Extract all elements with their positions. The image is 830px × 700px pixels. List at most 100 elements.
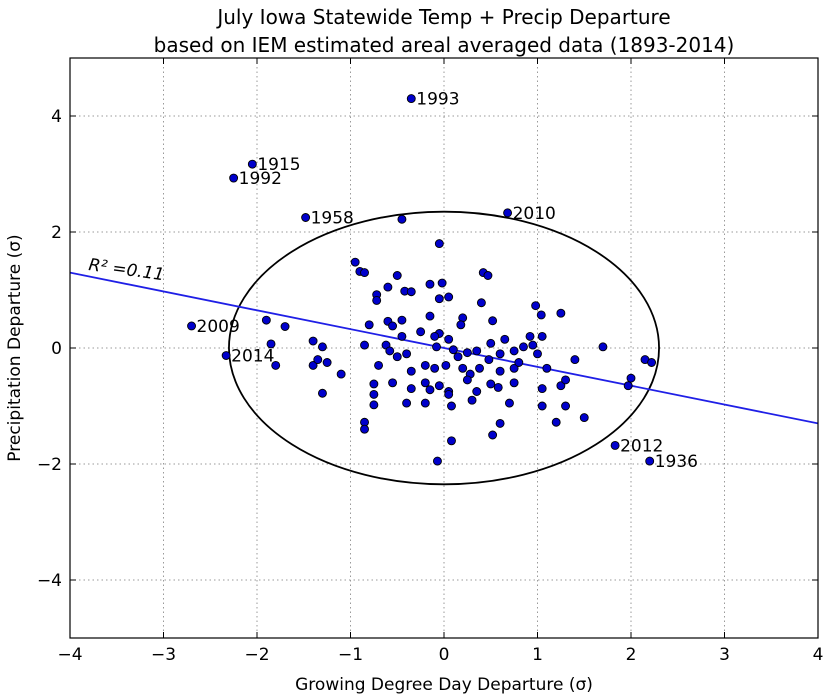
data-point	[392, 271, 402, 280]
data-point-labeled	[187, 321, 197, 331]
point-label: 2012	[620, 436, 663, 456]
data-point	[456, 320, 466, 330]
data-point	[416, 327, 426, 337]
point-label: 2014	[231, 347, 274, 367]
data-point	[432, 342, 441, 352]
data-point-labeled	[406, 94, 416, 104]
chart-title-line-2: based on IEM estimated areal averaged da…	[154, 33, 735, 57]
data-point	[336, 369, 346, 379]
x-tick-label: 0	[439, 645, 450, 665]
data-point	[425, 385, 435, 395]
data-point	[388, 378, 398, 388]
data-point	[495, 366, 505, 376]
data-point-labeled	[221, 351, 231, 360]
data-point	[486, 338, 496, 348]
data-point	[462, 375, 472, 385]
y-tick-label: 2	[51, 223, 62, 243]
data-point	[406, 366, 416, 376]
x-tick-label: −3	[151, 645, 176, 665]
data-point	[472, 346, 482, 356]
x-tick-label: −4	[57, 645, 82, 665]
data-point	[318, 342, 327, 352]
point-label: 1993	[416, 90, 459, 110]
data-point	[420, 378, 430, 388]
y-tick-label: −2	[37, 455, 62, 475]
data-point	[500, 334, 510, 344]
x-tick-label: −1	[338, 645, 363, 665]
data-point-labeled	[645, 456, 655, 466]
data-point	[493, 382, 503, 392]
y-tick-label: 0	[51, 339, 62, 359]
data-point	[322, 358, 332, 367]
data-point	[467, 395, 477, 405]
data-point	[261, 315, 271, 325]
data-point	[472, 387, 482, 396]
data-point	[444, 389, 454, 399]
data-point	[406, 287, 416, 297]
y-tick-label: 4	[51, 107, 62, 127]
data-point-labeled	[229, 173, 239, 183]
data-point	[531, 301, 541, 311]
data-point	[533, 349, 542, 359]
data-point	[350, 257, 360, 267]
data-point	[542, 363, 552, 373]
data-point	[537, 401, 547, 411]
data-point	[647, 358, 657, 367]
data-point	[388, 321, 398, 331]
data-point	[385, 346, 395, 356]
data-point	[402, 349, 412, 359]
data-point	[514, 358, 524, 367]
data-point	[430, 331, 440, 341]
data-point	[525, 331, 535, 341]
data-point	[537, 331, 547, 341]
data-point	[433, 456, 442, 466]
point-label: 1992	[239, 169, 282, 189]
data-point	[475, 363, 484, 373]
data-point	[537, 384, 547, 394]
data-point	[437, 278, 447, 288]
data-point	[556, 308, 566, 318]
data-point	[458, 363, 468, 373]
data-point	[561, 401, 570, 411]
point-label: 1936	[655, 452, 698, 472]
data-point	[374, 360, 383, 370]
data-point	[420, 398, 430, 408]
data-point	[397, 214, 407, 224]
data-point	[425, 311, 435, 321]
data-point	[369, 389, 379, 399]
data-point	[397, 331, 407, 341]
data-point	[360, 424, 369, 434]
data-point	[402, 398, 412, 408]
data-point	[266, 339, 276, 349]
x-tick-label: 3	[719, 645, 730, 665]
data-point	[369, 379, 379, 389]
data-point	[509, 363, 519, 373]
data-point-labeled	[301, 213, 311, 222]
y-axis-label: Precipitation Departure (σ)	[5, 234, 25, 461]
x-tick-label: 1	[532, 645, 543, 665]
x-axis-label: Growing Degree Day Departure (σ)	[295, 675, 593, 695]
data-point	[484, 355, 494, 365]
x-tick-label: −2	[244, 645, 269, 665]
data-point	[561, 375, 570, 385]
data-point	[444, 292, 454, 302]
regression-line	[70, 271, 818, 425]
data-point	[392, 352, 402, 362]
data-point	[598, 342, 608, 352]
data-point	[483, 271, 493, 280]
chart-title-line-1: July Iowa Statewide Temp + Precip Depart…	[215, 5, 670, 29]
data-point	[364, 320, 374, 330]
data-point	[495, 349, 505, 359]
data-point-labeled	[247, 159, 257, 169]
data-point	[536, 310, 546, 320]
x-tick-label: 4	[813, 645, 824, 665]
data-point	[430, 363, 440, 373]
axis-ticks: −4 −3 −2 −1 0 1 2 3 4 −4 −2 0 2 4	[37, 58, 823, 665]
data-point-labeled	[610, 440, 620, 450]
data-point	[488, 316, 498, 326]
data-point	[420, 360, 430, 370]
data-point	[626, 373, 636, 383]
data-point	[462, 348, 472, 358]
data-point	[318, 388, 327, 398]
